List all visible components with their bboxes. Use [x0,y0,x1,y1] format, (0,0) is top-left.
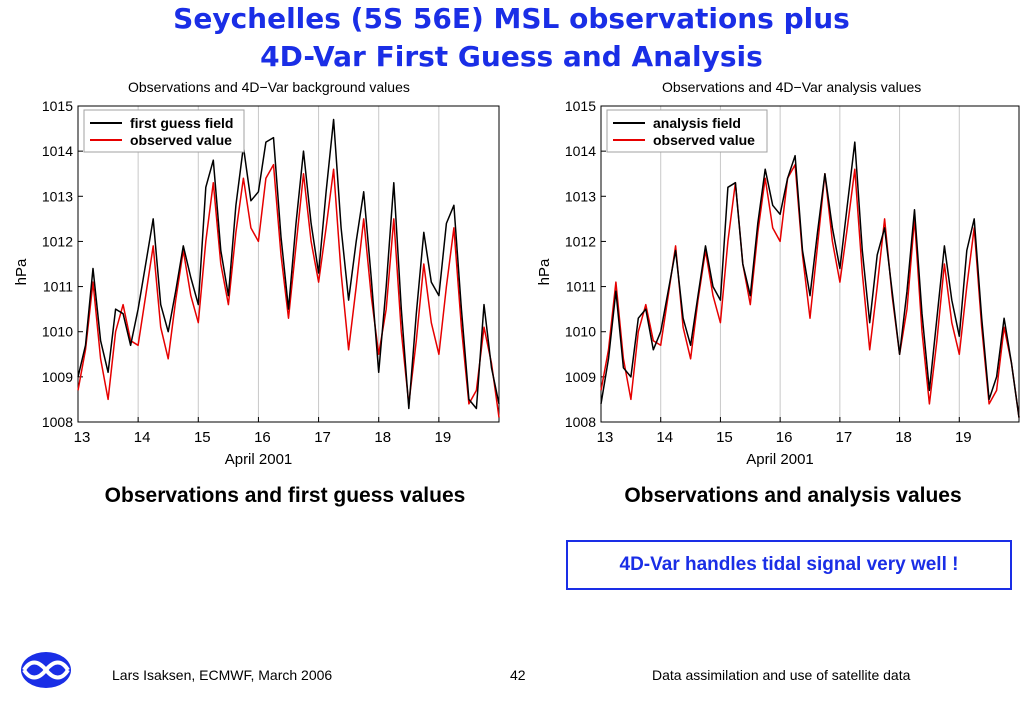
footer-page-number: 42 [510,667,526,683]
c0-y-tick-label-5: 1013 [42,188,73,204]
c0-x-tick-label-0: 13 [74,429,91,446]
c0-x-tick-label-1: 14 [134,429,151,446]
c1-y-tick-label-6: 1014 [565,143,596,159]
c0-y-axis-label: hPa [13,258,30,285]
c0-y-tick-label-3: 1011 [43,279,73,295]
analysis-chart: Observations and 4D−Var analysis values 1… [536,79,1020,468]
c0-x-tick-label-2: 15 [194,429,211,446]
callout-text: 4D-Var handles tidal signal very well ! [619,554,959,575]
c1-x-tick-label-0: 13 [597,429,614,446]
c1-y-tick-label-0: 1008 [565,414,596,430]
c0-x-tick-label-6: 19 [435,429,452,446]
c1-x-tick-label-4: 17 [836,429,853,446]
ecmwf-logo-icon [21,652,71,688]
c1-series-line-model [600,141,1020,418]
c0-x-tick-label-4: 17 [314,429,331,446]
slide-title: Seychelles (5S 56E) MSL observations plu… [0,0,1023,76]
caption-analysis: Observations and analysis values [624,484,962,507]
footer-course: Data assimilation and use of satellite d… [652,667,911,683]
c1-x-tick-label-3: 16 [776,429,793,446]
c1-y-tick-label-2: 1010 [565,324,596,340]
c0-x-tick-label-3: 16 [254,429,271,446]
c0-legend-box [83,109,245,153]
c1-y-tick-label-1: 1009 [565,369,596,385]
caption-first-guess: Observations and first guess values [104,484,466,507]
c1-x-axis-label: April 2001 [746,451,814,468]
c0-series-line-model [77,118,500,410]
first-guess-chart: Observations and 4D−Var background value… [13,79,500,468]
slide-title-line-2: 4D-Var First Guess and Analysis [260,40,763,73]
c1-x-tick-label-6: 19 [955,429,972,446]
c0-x-tick-label-5: 18 [374,429,391,446]
footer-author: Lars Isaksen, ECMWF, March 2006 [112,667,333,683]
c0-y-tick-label-0: 1008 [42,414,73,430]
c1-legend-label-1: observed value [653,132,755,148]
c0-legend-label-0: first guess field [130,115,233,131]
callout-box: 4D-Var handles tidal signal very well ! [566,540,1012,590]
c1-x-tick-label-1: 14 [656,429,673,446]
c1-plot-frame [600,105,1020,423]
c0-y-tick-label-7: 1015 [42,98,73,114]
c1-y-tick-label-3: 1011 [566,279,596,295]
c1-y-axis-label: hPa [536,258,553,285]
c1-y-tick-label-7: 1015 [565,98,596,114]
c1-y-tick-label-5: 1013 [565,188,596,204]
c0-y-tick-label-4: 1012 [42,233,73,249]
c0-series-line-observed [77,163,500,418]
c0-plot-frame [77,105,500,423]
c0-chart-title: Observations and 4D−Var background value… [128,79,410,95]
c1-legend-box [606,109,768,153]
slide-title-line-1: Seychelles (5S 56E) MSL observations plu… [173,2,850,35]
c0-legend-label-1: observed value [130,132,232,148]
c0-x-axis-label: April 2001 [225,451,293,468]
c0-y-tick-label-1: 1009 [42,369,73,385]
c1-legend-label-0: analysis field [653,115,741,131]
c0-y-tick-label-2: 1010 [42,324,73,340]
c1-y-tick-label-4: 1012 [565,233,596,249]
c1-x-tick-label-2: 15 [716,429,733,446]
c1-x-tick-label-5: 18 [895,429,912,446]
c0-y-tick-label-6: 1014 [42,143,73,159]
c1-chart-title: Observations and 4D−Var analysis values [662,79,921,95]
